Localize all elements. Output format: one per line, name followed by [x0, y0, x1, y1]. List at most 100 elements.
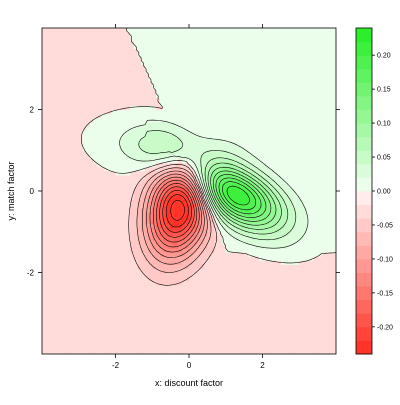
field-cell	[148, 227, 153, 233]
field-cell	[141, 223, 146, 229]
field-cell	[177, 52, 183, 58]
field-cell	[148, 28, 153, 33]
field-cell	[166, 317, 172, 322]
field-cell	[89, 68, 95, 74]
field-cell	[71, 305, 76, 310]
field-cell	[86, 162, 91, 168]
field-cell	[104, 48, 109, 54]
field-cell	[244, 44, 249, 49]
field-cell	[258, 272, 264, 278]
field-cell	[152, 97, 157, 102]
field-cell	[225, 309, 231, 314]
field-cell	[218, 133, 223, 139]
field-cell	[111, 325, 117, 331]
field-cell	[45, 296, 50, 302]
field-cell	[266, 223, 271, 229]
field-cell	[200, 36, 205, 41]
field-cell	[163, 280, 168, 286]
field-cell	[166, 301, 172, 306]
field-cell	[49, 36, 54, 41]
field-cell	[144, 142, 150, 147]
field-cell	[42, 260, 47, 265]
field-cell	[258, 44, 264, 49]
field-cell	[233, 272, 238, 278]
field-cell	[137, 305, 142, 310]
field-cell	[174, 97, 179, 102]
field-cell	[141, 317, 146, 322]
field-cell	[170, 195, 175, 200]
field-cell	[148, 36, 153, 41]
field-cell	[244, 125, 249, 131]
field-cell	[122, 309, 128, 314]
field-cell	[45, 109, 50, 115]
field-cell	[89, 301, 95, 306]
field-cell	[174, 186, 179, 192]
field-cell	[137, 85, 142, 90]
field-cell	[222, 154, 227, 159]
field-cell	[60, 48, 65, 54]
field-cell	[192, 219, 197, 225]
field-cell	[251, 231, 256, 237]
field-cell	[122, 89, 128, 94]
field-cell	[251, 186, 256, 192]
field-cell	[119, 305, 124, 310]
field-cell	[122, 276, 128, 282]
field-cell	[71, 301, 76, 306]
field-cell	[49, 260, 54, 265]
field-cell	[170, 105, 175, 111]
field-cell	[111, 203, 117, 208]
field-cell	[64, 333, 69, 339]
field-cell	[247, 182, 253, 188]
field-cell	[152, 76, 157, 82]
field-cell	[159, 142, 164, 147]
field-cell	[211, 154, 216, 159]
field-cell	[203, 150, 208, 155]
field-cell	[159, 345, 164, 351]
field-cell	[222, 191, 227, 196]
field-cell	[236, 211, 242, 217]
field-cell	[155, 203, 161, 208]
field-cell	[137, 239, 142, 245]
field-cell	[262, 40, 267, 45]
field-cell	[56, 44, 61, 49]
field-cell	[174, 203, 179, 208]
field-cell	[78, 146, 84, 151]
field-cell	[137, 195, 142, 200]
field-cell	[218, 313, 223, 318]
field-cell	[266, 93, 271, 98]
field-cell	[181, 129, 186, 135]
field-cell	[49, 309, 54, 314]
field-cell	[108, 64, 113, 70]
field-cell	[45, 178, 50, 184]
field-cell	[108, 101, 113, 107]
field-cell	[255, 288, 260, 294]
field-cell	[170, 248, 175, 253]
field-cell	[236, 329, 242, 335]
field-cell	[71, 64, 76, 70]
field-cell	[155, 150, 161, 155]
field-cell	[196, 121, 201, 127]
field-cell	[126, 129, 131, 135]
field-cell	[64, 199, 69, 204]
field-cell	[192, 76, 197, 82]
field-cell	[137, 52, 142, 58]
field-cell	[93, 203, 98, 208]
field-cell	[155, 272, 161, 278]
field-cell	[218, 129, 223, 135]
field-cell	[60, 154, 65, 159]
field-cell	[185, 162, 190, 168]
field-cell	[225, 158, 231, 164]
field-cell	[78, 72, 84, 78]
field-cell	[192, 32, 197, 37]
field-cell	[49, 284, 54, 290]
field-cell	[49, 133, 54, 139]
field-cell	[229, 133, 234, 139]
field-cell	[233, 52, 238, 58]
field-cell	[45, 207, 50, 212]
field-cell	[236, 80, 242, 86]
field-cell	[181, 154, 186, 159]
field-cell	[108, 215, 113, 221]
field-cell	[141, 248, 146, 253]
field-cell	[56, 292, 61, 298]
field-cell	[236, 239, 242, 245]
